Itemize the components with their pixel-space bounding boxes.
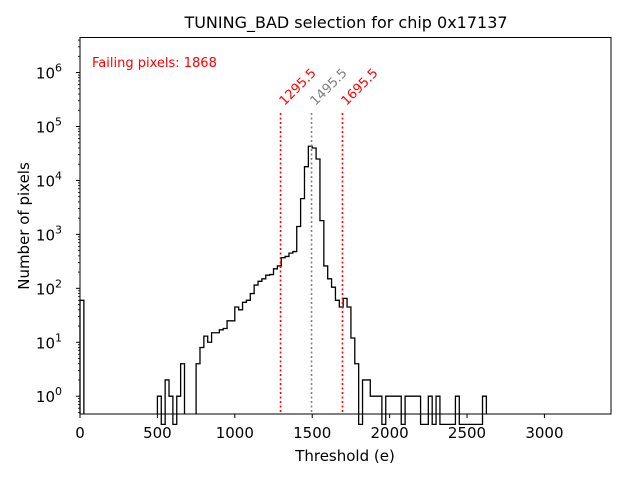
x-tick-label: 2000 [371, 424, 409, 442]
y-tick-label: 103 [36, 223, 62, 244]
y-tick-label: 100 [36, 385, 62, 406]
y-tick-label: 102 [36, 277, 62, 298]
x-axis-ticks: 0 500 1000 1500 2000 2500 3000 [75, 414, 564, 442]
y-tick-label: 104 [36, 169, 62, 190]
y-tick-label: 101 [36, 331, 62, 352]
x-tick-label: 500 [143, 424, 172, 442]
y-axis-ticks: 100 101 102 103 104 105 106 [36, 39, 80, 413]
y-tick-label: 106 [36, 62, 62, 83]
chart-title: TUNING_BAD selection for chip 0x17137 [183, 13, 507, 33]
axes-frame [79, 37, 612, 415]
y-axis-label: Number of pixels [15, 162, 33, 290]
x-tick-label: 1500 [293, 424, 331, 442]
x-axis-label: Threshold (e) [294, 447, 395, 465]
y-tick-label: 105 [36, 116, 62, 137]
x-tick-label: 0 [75, 424, 85, 442]
x-tick-label: 1000 [216, 424, 254, 442]
x-tick-label: 3000 [525, 424, 563, 442]
x-tick-label: 2500 [448, 424, 486, 442]
failing-pixels-annotation: Failing pixels: 1868 [92, 56, 217, 71]
